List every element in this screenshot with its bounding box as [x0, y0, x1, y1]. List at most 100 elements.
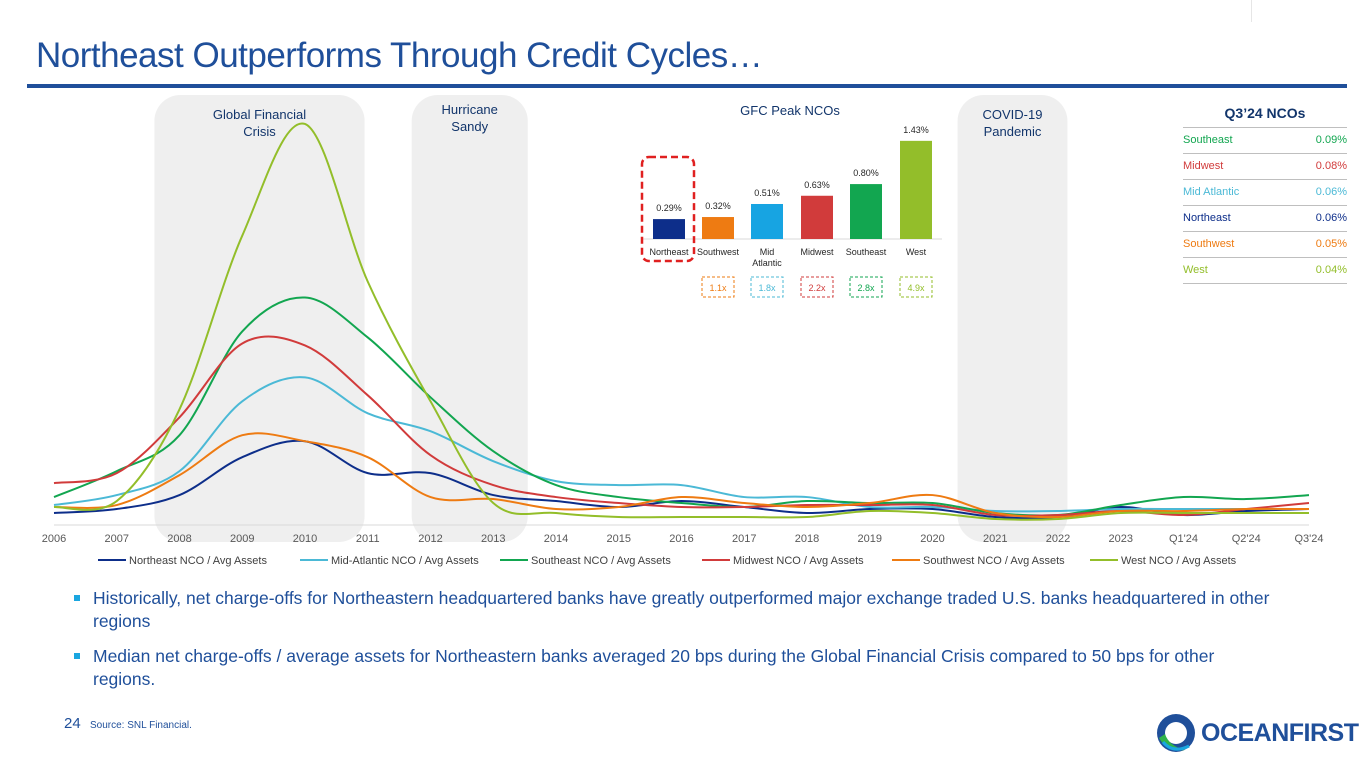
bullet-list: Historically, net charge-offs for Northe… [70, 587, 1270, 703]
ncos-value: 0.09% [1315, 134, 1347, 146]
page-title: Northeast Outperforms Through Credit Cyc… [36, 36, 763, 75]
multiple-value: 1.8x [758, 283, 776, 293]
q3-ncos-table: Q3’24 NCOs Southeast 0.09% Midwest 0.08% Mid… [1183, 103, 1347, 284]
multiple-badge: 2.8x [849, 276, 883, 298]
x-tick-label: Q2'24 [1232, 533, 1261, 545]
legend-item: Southeast NCO / Avg Assets [500, 555, 671, 567]
x-tick-label: 2019 [858, 533, 882, 545]
x-tick-label: 2006 [42, 533, 66, 545]
ncos-value: 0.06% [1315, 186, 1347, 198]
x-tick-label: 2023 [1109, 533, 1133, 545]
ncos-region: Midwest [1183, 160, 1224, 172]
ncos-row: Southeast 0.09% [1183, 127, 1347, 154]
x-tick-label: 2021 [983, 533, 1007, 545]
series-line [53, 432, 1310, 519]
x-tick-label: 2013 [481, 533, 505, 545]
bar-category-label: West [906, 247, 927, 257]
ncos-row: Northeast 0.06% [1183, 206, 1347, 232]
shaded-period-label: Hurricane Sandy [442, 102, 498, 134]
ncos-row: West 0.04% [1183, 258, 1347, 284]
gfc-peak-bar-chart: 0.29% Northeast 0.32% Southwest 0.51% Mid Atla… [640, 125, 942, 298]
multiple-box [701, 276, 735, 298]
x-tick-label: 2015 [607, 533, 631, 545]
x-tick-label: Q1'24 [1169, 533, 1198, 545]
x-tick-label: 2012 [418, 533, 442, 545]
bullet-item: Historically, net charge-offs for Northe… [70, 587, 1270, 633]
bar-category-label: Mid Atlantic [752, 247, 782, 268]
source-note: Source: SNL Financial. [90, 720, 192, 731]
bar-value-label: 0.51% [754, 188, 780, 198]
multiple-badge: 2.2x [800, 276, 834, 298]
x-tick-label: 2014 [544, 533, 568, 545]
x-tick-label: 2007 [105, 533, 129, 545]
legend-label: Southeast NCO / Avg Assets [531, 555, 671, 567]
multiple-box [750, 276, 784, 298]
northeast-highlight [640, 155, 696, 263]
oceanfirst-logo: OCEANFIRST [1155, 712, 1359, 754]
legend-label: Northeast NCO / Avg Assets [129, 555, 267, 567]
multiple-value: 2.2x [808, 283, 826, 293]
title-rule [27, 84, 1347, 88]
bar-category-label: Southeast [846, 247, 887, 257]
ncos-value: 0.08% [1315, 160, 1347, 172]
logo-text: OCEANFIRST [1201, 718, 1359, 747]
legend-label: Southwest NCO / Avg Assets [923, 555, 1065, 567]
x-tick-label: 2011 [356, 533, 380, 545]
multiple-box [800, 276, 834, 298]
x-tick-label: 2018 [795, 533, 819, 545]
ncos-region: West [1183, 264, 1208, 276]
shaded-period-label: Global Financial Crisis [213, 107, 306, 139]
legend-item: Mid-Atlantic NCO / Avg Assets [300, 555, 479, 567]
legend-item: Southwest NCO / Avg Assets [892, 555, 1065, 567]
ncos-region: Southwest [1183, 238, 1235, 250]
shaded-period-label: COVID-19 Pandemic [983, 107, 1043, 139]
x-tick-label: 2016 [669, 533, 693, 545]
legend-label: Midwest NCO / Avg Assets [733, 555, 864, 567]
ncos-value: 0.04% [1315, 264, 1347, 276]
bar-value-label: 1.43% [903, 125, 929, 135]
shaded-period [957, 95, 1068, 542]
x-tick-label: 2009 [230, 533, 254, 545]
ncos-region: Southeast [1183, 134, 1233, 146]
multiple-box [849, 276, 883, 298]
page-number: 24 [64, 715, 81, 732]
x-tick-label: 2017 [732, 533, 756, 545]
shaded-period [154, 95, 365, 542]
bar [801, 195, 833, 239]
multiple-box [899, 276, 933, 298]
multiple-badge: 1.8x [750, 276, 784, 298]
multiple-value: 1.1x [709, 283, 727, 293]
bar-value-label: 0.32% [705, 201, 731, 211]
corner-divider [1251, 0, 1252, 22]
bar-value-label: 0.80% [853, 168, 879, 178]
multiple-value: 4.9x [907, 283, 925, 293]
multiple-badge: 1.1x [701, 276, 735, 298]
x-tick-label: 2020 [920, 533, 944, 545]
ncos-row: Mid Atlantic 0.06% [1183, 180, 1347, 206]
legend-item: Northeast NCO / Avg Assets [98, 555, 267, 567]
x-tick-label: Q3'24 [1294, 533, 1323, 545]
multiple-badge: 4.9x [899, 276, 933, 298]
ncos-row: Midwest 0.08% [1183, 154, 1347, 180]
ncos-table-title: Q3’24 NCOs [1224, 105, 1306, 121]
bar-value-label: 0.63% [804, 180, 830, 190]
multiple-value: 2.8x [857, 283, 875, 293]
series-line [53, 335, 1310, 517]
bar [850, 184, 882, 239]
inset-chart-title: GFC Peak NCOs [740, 103, 840, 118]
legend-item: Midwest NCO / Avg Assets [702, 555, 864, 567]
bar [653, 219, 685, 239]
bar-value-label: 0.29% [656, 203, 682, 213]
oceanfirst-logo-icon [1157, 714, 1195, 752]
ncos-value: 0.05% [1315, 238, 1347, 250]
bar-category-label: Southwest [697, 247, 740, 257]
series-line [53, 122, 1309, 521]
series-line [53, 296, 1310, 517]
legend-label: Mid-Atlantic NCO / Avg Assets [331, 555, 479, 567]
x-tick-label: 2010 [293, 533, 317, 545]
x-tick-label: 2022 [1046, 533, 1070, 545]
bar-category-label: Northeast [649, 247, 689, 257]
bar [900, 140, 932, 239]
shaded-period [411, 95, 528, 542]
bar [751, 203, 783, 239]
